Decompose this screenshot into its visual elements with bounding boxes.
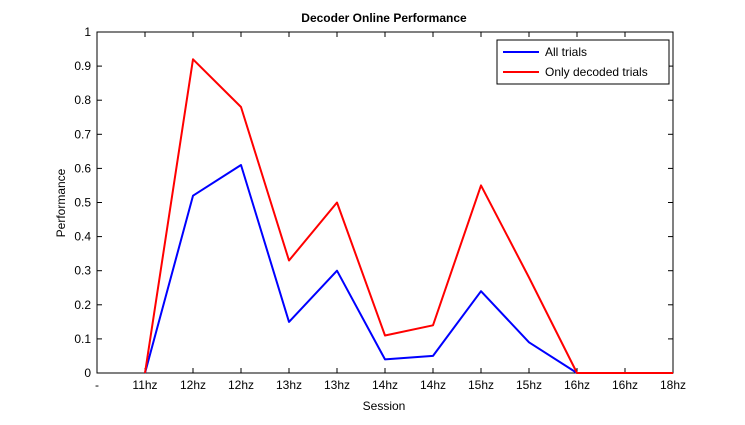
legend-label: Only decoded trials — [545, 65, 648, 79]
y-tick-label: 0.9 — [74, 59, 91, 73]
y-axis-title: Performance — [54, 168, 68, 237]
x-axis-title: Session — [363, 399, 406, 413]
y-tick-label: 0.5 — [74, 196, 91, 210]
x-tick-label: 11hz — [132, 378, 157, 392]
y-tick-label: 0.7 — [74, 127, 91, 141]
x-tick-label: 16hz — [564, 378, 590, 392]
x-tick-label: - — [95, 378, 99, 392]
x-tick-label: 16hz — [612, 378, 638, 392]
x-tick-label: 15hz — [468, 378, 494, 392]
series-line-all-trials — [144, 164, 673, 374]
series-line-only-decoded-trials — [144, 58, 673, 374]
y-tick-label: 0 — [84, 366, 91, 380]
y-tick-label: 0.3 — [74, 264, 91, 278]
x-tick-label: 14hz — [420, 378, 446, 392]
x-tick-label: 13hz — [324, 378, 350, 392]
x-tick-label: 13hz — [276, 378, 302, 392]
x-tick-label: 18hz — [660, 378, 686, 392]
legend-box — [496, 39, 670, 85]
y-tick-label: 0.4 — [74, 230, 91, 244]
y-tick-label: 1 — [84, 25, 91, 39]
x-tick-label: 12hz — [228, 378, 254, 392]
y-tick-label: 0.8 — [74, 93, 91, 107]
chart-title: Decoder Online Performance — [301, 11, 467, 25]
y-tick-label: 0.2 — [74, 298, 91, 312]
y-tick-label: 0.1 — [74, 332, 91, 346]
x-tick-label: 14hz — [372, 378, 398, 392]
legend-label: All trials — [545, 45, 587, 59]
y-tick-label: 0.6 — [74, 161, 91, 175]
x-tick-label: 12hz — [180, 378, 206, 392]
x-tick-label: 15hz — [516, 378, 542, 392]
